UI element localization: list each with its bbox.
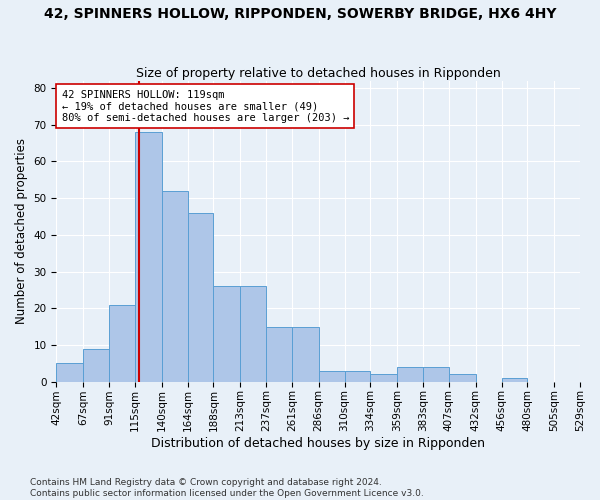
Bar bbox=[83, 348, 109, 382]
Bar bbox=[266, 326, 292, 382]
Text: Contains HM Land Registry data © Crown copyright and database right 2024.
Contai: Contains HM Land Registry data © Crown c… bbox=[30, 478, 424, 498]
X-axis label: Distribution of detached houses by size in Ripponden: Distribution of detached houses by size … bbox=[151, 437, 485, 450]
Bar bbox=[214, 286, 240, 382]
Bar bbox=[319, 370, 344, 382]
Bar bbox=[188, 213, 214, 382]
Bar bbox=[56, 364, 83, 382]
Bar bbox=[240, 286, 266, 382]
Bar bbox=[370, 374, 397, 382]
Bar bbox=[162, 191, 188, 382]
Bar bbox=[292, 326, 319, 382]
Y-axis label: Number of detached properties: Number of detached properties bbox=[15, 138, 28, 324]
Bar bbox=[423, 367, 449, 382]
Bar bbox=[109, 304, 135, 382]
Bar bbox=[502, 378, 527, 382]
Bar bbox=[449, 374, 476, 382]
Text: 42, SPINNERS HOLLOW, RIPPONDEN, SOWERBY BRIDGE, HX6 4HY: 42, SPINNERS HOLLOW, RIPPONDEN, SOWERBY … bbox=[44, 8, 556, 22]
Bar bbox=[135, 132, 162, 382]
Text: 42 SPINNERS HOLLOW: 119sqm
← 19% of detached houses are smaller (49)
80% of semi: 42 SPINNERS HOLLOW: 119sqm ← 19% of deta… bbox=[62, 90, 349, 123]
Title: Size of property relative to detached houses in Ripponden: Size of property relative to detached ho… bbox=[136, 66, 500, 80]
Bar bbox=[344, 370, 370, 382]
Bar bbox=[397, 367, 423, 382]
